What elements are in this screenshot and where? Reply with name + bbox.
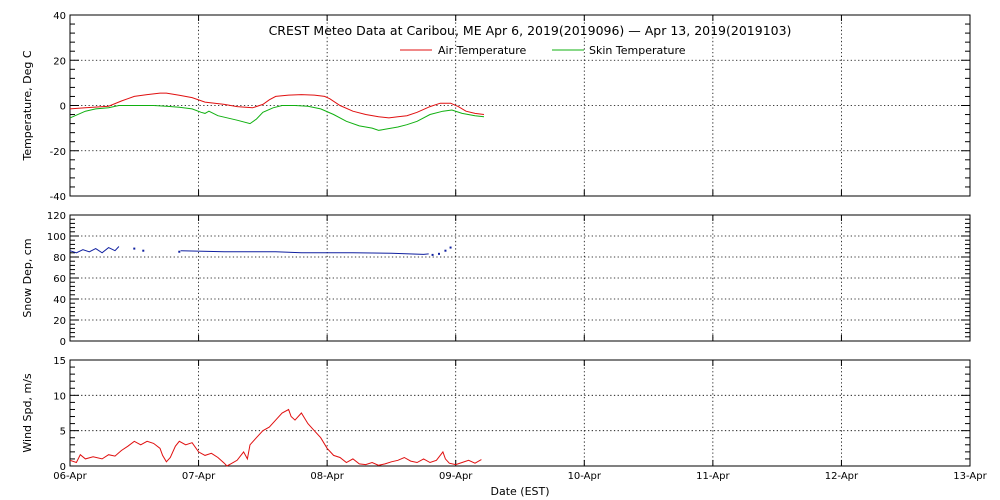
snow-depth-y-tick-label: 0 bbox=[60, 337, 66, 348]
snow-depth-y-tick-label: 40 bbox=[53, 295, 66, 306]
snow-depth-y-axis-label: Snow Dep, cm bbox=[21, 238, 34, 317]
wind-speed-series-0-line bbox=[69, 408, 482, 467]
snow-depth-y-tick-label: 120 bbox=[47, 211, 66, 222]
snow-depth-series-0-segment bbox=[180, 250, 429, 255]
x-tick-label: 06-Apr bbox=[53, 471, 87, 482]
temperature-series-0-line bbox=[69, 92, 485, 119]
wind-speed-y-tick-label: 15 bbox=[53, 356, 66, 367]
temperature-y-tick-label: -20 bbox=[50, 147, 66, 158]
snow-depth-series-0-point bbox=[178, 250, 181, 253]
temperature-series-1-line bbox=[69, 105, 485, 131]
wind-speed-frame bbox=[69, 359, 971, 467]
chart-title: CREST Meteo Data at Caribou, ME Apr 6, 2… bbox=[269, 23, 792, 38]
x-tick-label: 13-Apr bbox=[953, 471, 987, 482]
legend-label-air: Air Temperature bbox=[438, 44, 527, 57]
x-axis-label: Date (EST) bbox=[490, 485, 549, 498]
temperature-y-axis-label: Temperature, Deg C bbox=[21, 50, 34, 161]
legend-label-skin: Skin Temperature bbox=[589, 44, 686, 57]
temperature-y-tick-label: -40 bbox=[50, 192, 66, 203]
snow-depth-series-0-point bbox=[438, 252, 440, 255]
legend: Air Temperature Skin Temperature bbox=[400, 44, 686, 57]
temperature-y-tick-label: 40 bbox=[53, 11, 66, 22]
temperature-frame bbox=[69, 14, 971, 197]
wind-speed-panel: 0 5 10 15 Wind Spd, m/s bbox=[21, 356, 971, 473]
snow-depth-series-0-point bbox=[142, 249, 145, 252]
snow-depth-series-0-point bbox=[449, 246, 452, 249]
x-tick-label: 12-Apr bbox=[825, 471, 859, 482]
x-tick-label: 07-Apr bbox=[182, 471, 216, 482]
x-tick-label: 11-Apr bbox=[696, 471, 730, 482]
x-tick-label: 10-Apr bbox=[568, 471, 602, 482]
snow-depth-series-0-point bbox=[444, 249, 447, 252]
snow-depth-series-0-point bbox=[431, 253, 434, 256]
snow-depth-frame bbox=[69, 214, 971, 342]
x-tick-label: 08-Apr bbox=[310, 471, 344, 482]
x-tick-label: 09-Apr bbox=[439, 471, 473, 482]
wind-speed-y-tick-label: 10 bbox=[53, 391, 66, 402]
wind-speed-y-tick-label: 5 bbox=[60, 427, 66, 438]
x-tick-labels: 06-Apr 07-Apr 08-Apr 09-Apr 10-Apr 11-Apr 12-A… bbox=[53, 471, 987, 482]
temperature-y-tick-label: 20 bbox=[53, 56, 66, 67]
snow-depth-y-tick-label: 60 bbox=[53, 274, 66, 285]
wind-speed-y-axis-label: Wind Spd, m/s bbox=[21, 373, 34, 453]
snow-depth-y-tick-label: 80 bbox=[53, 253, 66, 264]
snow-depth-y-tick-label: 20 bbox=[53, 316, 66, 327]
temperature-panel: -40 -20 0 20 40 Temperature, Deg C bbox=[21, 11, 971, 203]
wind-speed-y-tick-label: 0 bbox=[60, 462, 66, 473]
temperature-y-tick-label: 0 bbox=[60, 102, 66, 113]
snow-depth-y-tick-label: 100 bbox=[47, 232, 66, 243]
snow-depth-series-0-point bbox=[133, 247, 136, 250]
snow-depth-series-0-line bbox=[69, 246, 120, 254]
snow-depth-panel: 0 20 40 60 80 100 120 Snow Dep, cm bbox=[21, 211, 971, 348]
